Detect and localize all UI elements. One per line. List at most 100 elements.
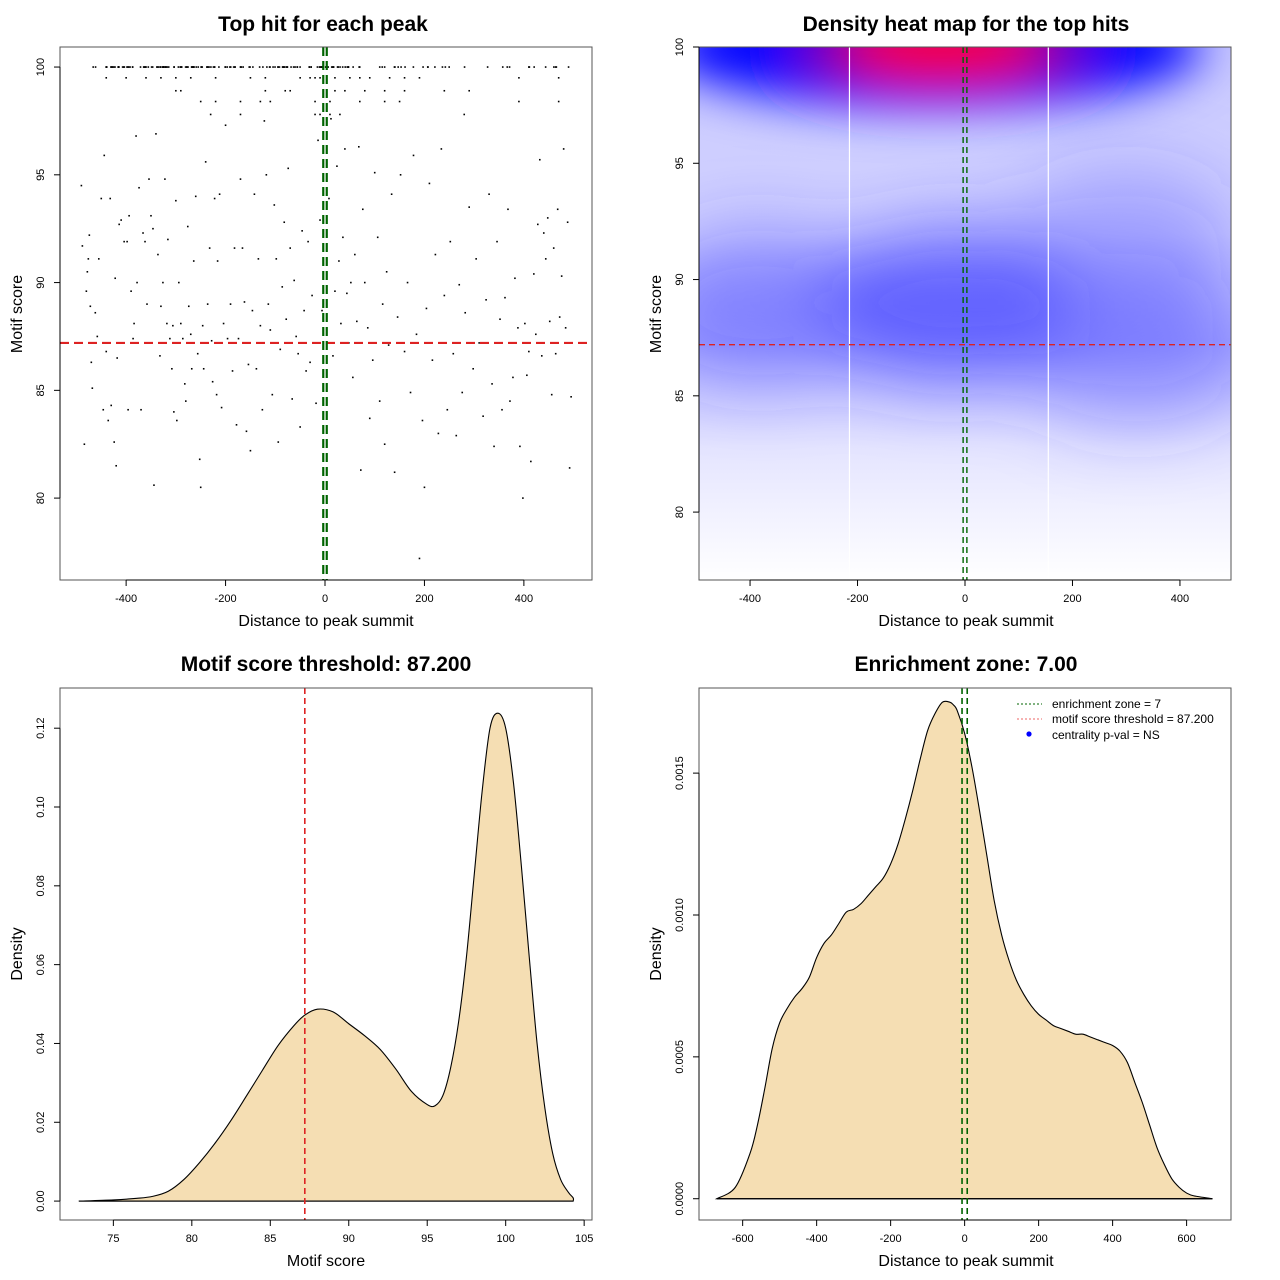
data-point — [440, 148, 443, 150]
y-tick-label: 0.02 — [35, 1112, 47, 1133]
data-point — [138, 186, 140, 189]
y-tick-label: 0.12 — [35, 717, 47, 738]
data-point — [224, 66, 226, 68]
data-point — [354, 253, 356, 256]
data-point — [259, 100, 262, 103]
x-tick-label: 200 — [415, 593, 433, 605]
data-point — [167, 66, 170, 68]
data-point — [558, 316, 561, 318]
data-point — [216, 260, 219, 262]
data-point — [560, 275, 563, 277]
data-point — [249, 449, 252, 452]
data-point — [550, 393, 553, 396]
data-point — [199, 486, 202, 489]
data-point — [161, 66, 164, 68]
data-point — [222, 322, 225, 325]
data-point — [155, 133, 157, 135]
data-point — [328, 197, 330, 200]
data-point — [295, 335, 297, 338]
x-axis-label: Distance to peak summit — [878, 1253, 1054, 1270]
data-point — [269, 66, 271, 68]
data-point — [303, 309, 305, 312]
data-point — [493, 445, 495, 448]
y-axis-label: Density — [648, 927, 665, 980]
data-point — [330, 117, 332, 120]
data-point — [406, 281, 409, 284]
data-point — [175, 199, 177, 202]
data-point — [273, 204, 276, 206]
data-point — [291, 398, 293, 400]
data-point — [127, 66, 130, 68]
data-point — [434, 66, 436, 68]
data-point — [116, 357, 118, 359]
data-point — [218, 193, 221, 196]
data-point — [463, 66, 466, 68]
data-point — [486, 66, 489, 68]
chart-title: Top hit for each peak — [218, 13, 428, 36]
data-point — [309, 77, 311, 79]
data-point — [299, 77, 301, 79]
data-point — [156, 66, 159, 68]
data-point — [164, 178, 166, 180]
data-point — [172, 324, 174, 327]
data-point — [319, 77, 321, 79]
data-point — [383, 100, 386, 103]
data-point — [412, 66, 415, 68]
data-point — [292, 66, 295, 68]
data-point — [290, 66, 292, 68]
data-point — [358, 145, 360, 148]
y-tick-label: 80 — [35, 492, 47, 504]
data-point — [366, 327, 369, 329]
data-point — [378, 66, 381, 68]
data-point — [475, 258, 477, 260]
x-tick-label: 600 — [1177, 1233, 1195, 1245]
data-point — [530, 460, 532, 463]
data-point — [564, 327, 567, 329]
data-point — [89, 305, 92, 308]
data-point — [570, 396, 572, 398]
y-tick-label: 85 — [674, 390, 686, 402]
x-axis-label: Motif score — [287, 1253, 365, 1270]
data-point — [200, 66, 203, 68]
data-point — [133, 322, 135, 325]
data-point — [350, 281, 352, 284]
heatmap-peak — [699, 47, 1203, 107]
data-point — [455, 434, 458, 437]
data-point — [211, 380, 214, 383]
data-point — [315, 402, 317, 405]
data-point — [86, 270, 89, 273]
data-point — [293, 279, 295, 282]
x-axis-label: Distance to peak summit — [878, 613, 1054, 630]
data-point — [114, 277, 116, 280]
data-point — [359, 100, 361, 103]
x-tick-label: 0 — [962, 1233, 968, 1245]
data-point — [344, 66, 346, 68]
data-point — [544, 258, 547, 260]
data-point — [307, 240, 309, 243]
data-point — [255, 367, 258, 370]
data-point — [283, 66, 286, 68]
data-point — [258, 66, 261, 68]
heatmap-hotspot — [828, 227, 1069, 378]
data-point — [383, 89, 386, 92]
data-point — [102, 408, 105, 411]
data-point — [428, 182, 431, 185]
chart-title: Motif score threshold: 87.200 — [181, 653, 472, 676]
data-point — [171, 367, 173, 370]
data-point — [311, 294, 313, 297]
data-point — [506, 66, 509, 68]
data-point — [359, 77, 361, 79]
data-point — [452, 352, 455, 355]
data-point — [198, 458, 201, 461]
data-point — [83, 443, 86, 446]
data-point — [269, 329, 272, 331]
data-point — [464, 311, 467, 314]
data-point — [426, 66, 429, 68]
data-point — [129, 66, 131, 68]
data-point — [376, 236, 379, 239]
legend-swatch-centrality — [1026, 731, 1032, 737]
data-point — [556, 208, 559, 211]
data-point — [538, 158, 541, 161]
data-point — [189, 77, 192, 79]
